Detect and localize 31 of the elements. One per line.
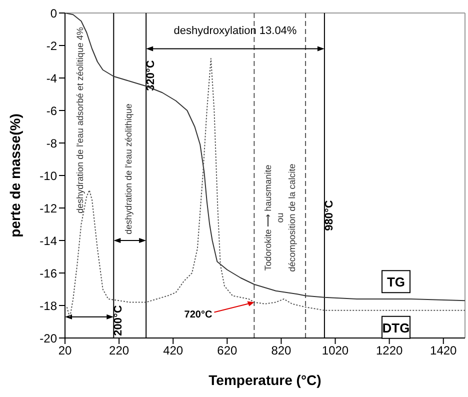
x-axis-title: Temperature (°C): [208, 372, 322, 388]
annotation: deshydroxylation 13.04%: [174, 25, 297, 38]
x-tick-label: 1220: [376, 344, 403, 358]
y-tick-label: -20: [40, 331, 58, 346]
y-tick-label: -4: [46, 71, 58, 86]
ref-line-label: 980°C: [323, 200, 336, 231]
y-tick-label: -10: [40, 168, 58, 183]
x-tick-label: 20: [58, 344, 72, 358]
ref-line-label: 200°C: [112, 305, 125, 336]
ref-line-label: 320°C: [145, 60, 158, 91]
annotation: 720°C: [184, 309, 212, 320]
y-tick-label: -2: [46, 38, 58, 53]
x-tick-label: 420: [163, 344, 184, 358]
y-tick-label: -18: [40, 298, 58, 313]
y-tick-label: -14: [40, 234, 58, 248]
y-tick-label: 0: [50, 6, 58, 20]
y-axis-title: perte de masse(%): [7, 114, 23, 238]
x-tick-label: 1420: [430, 344, 458, 358]
y-tick-label: -6: [46, 104, 58, 118]
y-tick-label: -16: [40, 266, 58, 280]
series-label: TG: [386, 274, 406, 290]
annotation: deshydration de l'eau zéolithique: [124, 104, 134, 234]
series-label: DTG: [382, 320, 410, 336]
x-tick-label: 620: [217, 344, 238, 358]
y-tick-label: -12: [40, 201, 58, 216]
x-tick-label: 1020: [322, 344, 349, 358]
x-tick-label: 220: [109, 344, 130, 358]
annotation: Todorokite ⟶ hausmanite ou décomposition de la calcite: [262, 164, 297, 272]
y-tick-label: -8: [46, 136, 58, 150]
x-tick-label: 820: [271, 344, 292, 358]
annotation: deshydration de l'eau adsorbé et zéolitique 4%: [74, 27, 85, 214]
